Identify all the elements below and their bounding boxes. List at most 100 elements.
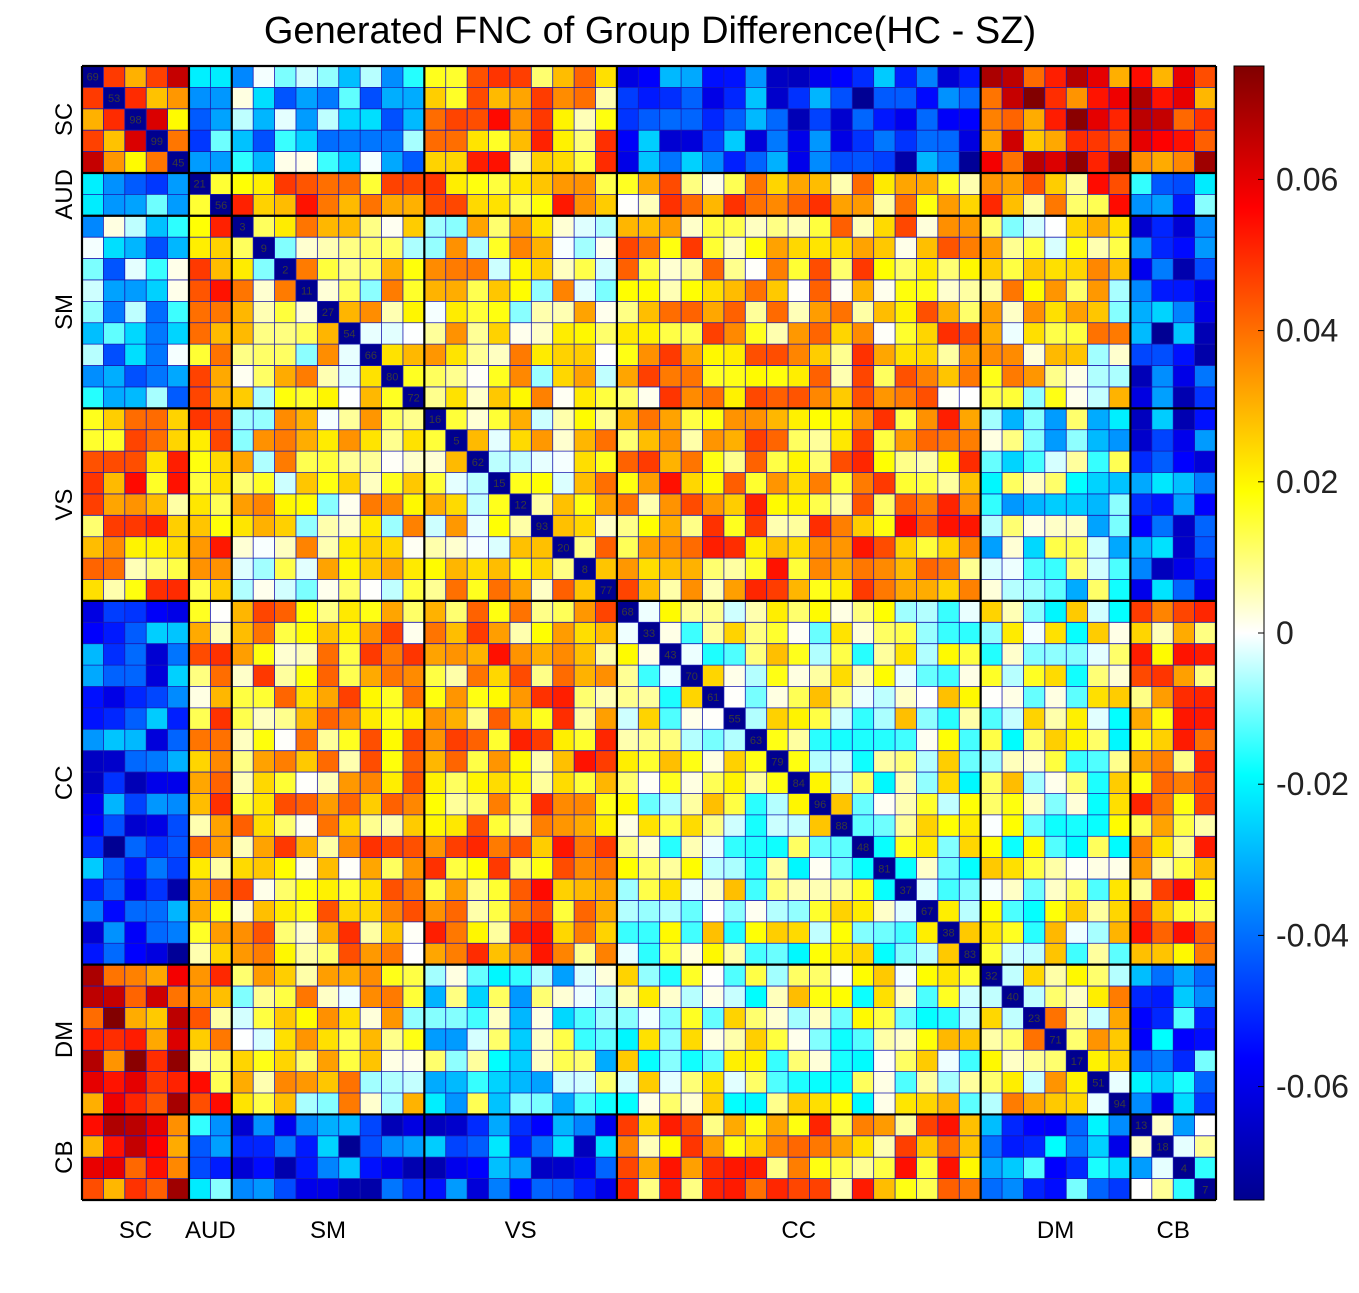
heatmap-cell	[830, 536, 853, 559]
heatmap-cell	[531, 429, 554, 452]
heatmap-cell	[574, 87, 596, 110]
heatmap-cell	[916, 1007, 939, 1030]
heatmap-cell	[595, 665, 618, 687]
diagonal-label: 16	[429, 414, 441, 426]
heatmap-cell	[937, 986, 960, 1008]
heatmap-cell	[852, 986, 874, 1008]
heatmap-cell	[1066, 686, 1088, 709]
heatmap-cell	[210, 279, 233, 302]
heatmap-cell	[895, 344, 917, 366]
heatmap-cell	[210, 558, 233, 580]
heatmap-cell	[1151, 515, 1174, 538]
heatmap-cell	[552, 1050, 575, 1072]
heatmap-cell	[82, 793, 104, 816]
heatmap-cell	[360, 172, 382, 195]
heatmap-cell	[937, 365, 960, 388]
heatmap-cell	[937, 836, 960, 858]
heatmap-cell	[424, 344, 447, 366]
heatmap-cell	[895, 1135, 917, 1158]
heatmap-cell	[745, 472, 767, 495]
heatmap-cell	[146, 686, 168, 709]
heatmap-cell	[1044, 301, 1067, 324]
heatmap-cell	[1023, 365, 1046, 388]
heatmap-cell	[552, 622, 575, 644]
heatmap-cell	[830, 1178, 853, 1201]
heatmap-cell	[552, 1114, 575, 1137]
heatmap-cell	[702, 515, 725, 538]
heatmap-cell	[231, 964, 254, 987]
heatmap-cell	[980, 900, 1003, 923]
heatmap-cell	[1023, 772, 1046, 794]
heatmap-cell	[616, 686, 639, 709]
heatmap-cell	[638, 814, 660, 837]
heatmap-cell	[1194, 386, 1217, 409]
heatmap-cell	[852, 1135, 874, 1158]
heatmap-cell	[659, 900, 682, 923]
heatmap-cell	[231, 1093, 254, 1115]
heatmap-cell	[638, 66, 660, 88]
heatmap-cell	[916, 429, 939, 452]
heatmap-cell	[1066, 194, 1088, 217]
heatmap-cell	[124, 857, 147, 880]
heatmap-cell	[188, 943, 211, 965]
heatmap-cell	[638, 1093, 660, 1115]
heatmap-cell	[616, 879, 639, 901]
heatmap-cell	[103, 130, 126, 152]
heatmap-cell	[295, 1178, 318, 1201]
heatmap-cell	[980, 1028, 1003, 1051]
heatmap-cell	[317, 1093, 340, 1115]
heatmap-cell	[1087, 943, 1110, 965]
heatmap-cell	[445, 558, 468, 580]
heatmap-cell	[574, 857, 596, 880]
heatmap-cell	[745, 151, 767, 174]
heatmap-cell	[295, 151, 318, 174]
heatmap-cell	[467, 172, 489, 195]
heatmap-cell	[1151, 1157, 1174, 1179]
heatmap-cell	[766, 1114, 789, 1137]
heatmap-cell	[124, 1071, 147, 1094]
heatmap-cell	[124, 750, 147, 773]
heatmap-cell	[916, 1050, 939, 1072]
heatmap-cell	[445, 1050, 468, 1072]
heatmap-cell	[124, 66, 147, 88]
heatmap-cell	[1151, 879, 1174, 901]
heatmap-cell	[1151, 472, 1174, 495]
heatmap-cell	[916, 194, 939, 217]
heatmap-cell	[274, 772, 297, 794]
heatmap-cell	[595, 1114, 618, 1137]
heatmap-cell	[830, 1007, 853, 1030]
heatmap-cell	[916, 515, 939, 538]
heatmap-cell	[552, 108, 575, 131]
heatmap-cell	[681, 964, 703, 987]
heatmap-cell	[167, 643, 190, 666]
heatmap-cell	[146, 408, 168, 431]
heatmap-cell	[659, 1135, 682, 1158]
heatmap-cell	[595, 365, 618, 388]
heatmap-cell	[638, 772, 660, 794]
heatmap-cell	[231, 237, 254, 259]
heatmap-cell	[959, 515, 981, 538]
y-domain-label: CC	[51, 765, 78, 800]
heatmap-cell	[1066, 301, 1088, 324]
heatmap-cell	[937, 857, 960, 880]
heatmap-cell	[830, 579, 853, 602]
heatmap-cell	[381, 536, 404, 559]
heatmap-cell	[317, 258, 340, 281]
heatmap-cell	[531, 921, 554, 944]
heatmap-cell	[124, 365, 147, 388]
heatmap-cell	[509, 215, 532, 238]
heatmap-cell	[745, 237, 767, 259]
heatmap-cell	[1044, 472, 1067, 495]
heatmap-cell	[723, 279, 746, 302]
heatmap-cell	[659, 964, 682, 987]
heatmap-cell	[103, 429, 126, 452]
heatmap-cell	[103, 686, 126, 709]
heatmap-cell	[980, 579, 1003, 602]
x-domain-label: AUD	[185, 1217, 236, 1244]
heatmap-cell	[253, 643, 275, 666]
heatmap-cell	[1194, 237, 1217, 259]
heatmap-cell	[659, 108, 682, 131]
heatmap-cell	[467, 451, 489, 473]
heatmap-cell	[723, 879, 746, 901]
heatmap-cell	[659, 1093, 682, 1115]
